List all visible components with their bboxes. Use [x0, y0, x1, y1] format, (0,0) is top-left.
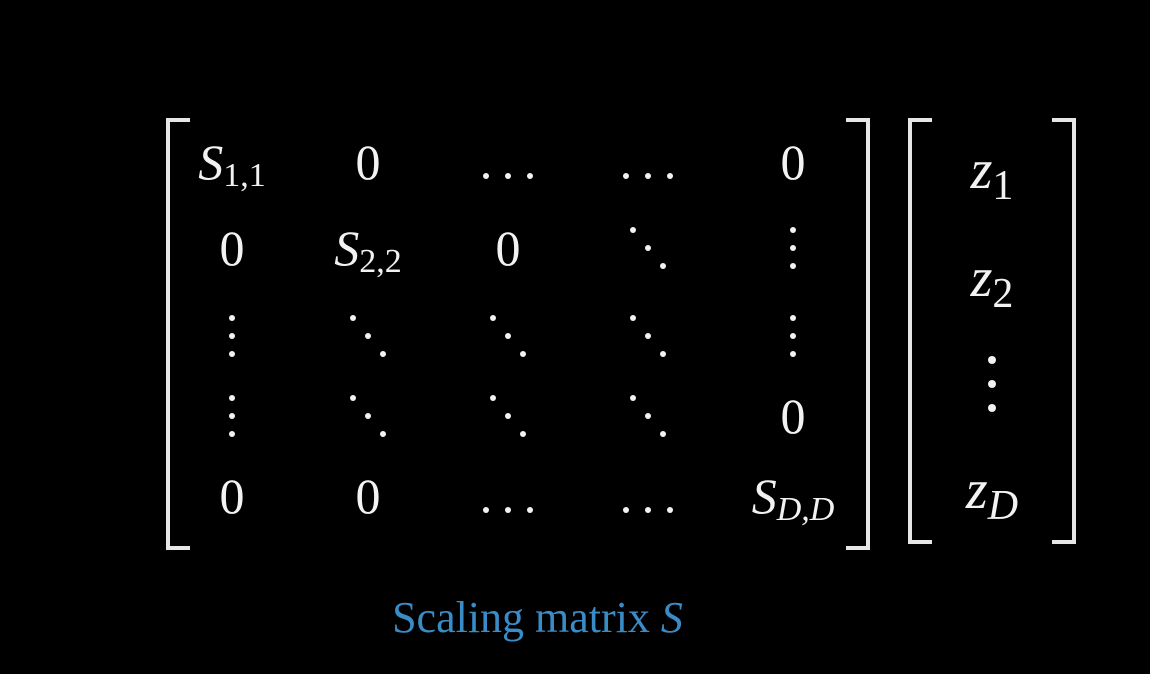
matrix-cell-r4-c2 [303, 381, 433, 451]
matrix-cell-r1-c2: 0 [303, 127, 433, 197]
entry-subscript: 1 [992, 163, 1014, 209]
diagonal-ellipsis [490, 315, 526, 357]
matrix-cell-r2-c2: S 2,2 [303, 213, 433, 283]
matrix-cell-r3-c1 [167, 301, 297, 371]
matrix-cell-r4-c4 [583, 381, 713, 451]
caption: Scaling matrix S [0, 592, 1075, 643]
diagonal-ellipsis [490, 395, 526, 437]
matrix-cell-r1-c5: 0 [728, 127, 858, 197]
vector-right-bracket [1052, 118, 1076, 544]
horizontal-ellipsis [483, 507, 533, 513]
matrix-cell-r2-c3: 0 [443, 213, 573, 283]
zero-entry: 0 [219, 468, 245, 524]
entry-subscript: 2,2 [359, 243, 402, 280]
diagonal-ellipsis [630, 315, 666, 357]
entry-symbol: S [198, 134, 224, 190]
zero-entry: 0 [780, 388, 806, 444]
matrix-cell-r4-c1 [167, 381, 297, 451]
entry-symbol: S [751, 468, 777, 524]
matrix-left-bracket [166, 118, 190, 550]
vertical-ellipsis [229, 395, 235, 437]
zero-entry: 0 [780, 134, 806, 190]
matrix-right-bracket [846, 118, 870, 550]
horizontal-ellipsis [623, 507, 673, 513]
vertical-ellipsis [988, 356, 996, 412]
diagonal-ellipsis [630, 227, 666, 269]
zero-entry: 0 [219, 220, 245, 276]
entry-symbol: z [970, 247, 993, 309]
zero-entry: 0 [495, 220, 521, 276]
caption-symbol: S [660, 593, 683, 642]
matrix-cell-r2-c4 [583, 213, 713, 283]
zero-entry: 0 [355, 468, 381, 524]
matrix-cell-r1-c3 [443, 127, 573, 197]
vertical-ellipsis [229, 315, 235, 357]
entry-subscript: 1,1 [223, 157, 266, 194]
entry-subscript: D [987, 483, 1019, 529]
matrix-cell-r3-c2 [303, 301, 433, 371]
matrix-cell-r3-c3 [443, 301, 573, 371]
vertical-ellipsis [790, 315, 796, 357]
horizontal-ellipsis [483, 173, 533, 179]
matrix-cell-r5-c4 [583, 461, 713, 531]
vector-cell-3 [922, 344, 1062, 424]
matrix-cell-r5-c2: 0 [303, 461, 433, 531]
caption-text: Scaling matrix [392, 593, 661, 642]
matrix-cell-r2-c5 [728, 213, 858, 283]
diagonal-ellipsis [630, 395, 666, 437]
matrix-cell-r3-c5 [728, 301, 858, 371]
entry-subscript: D,D [776, 491, 835, 528]
matrix-cell-r3-c4 [583, 301, 713, 371]
matrix-cell-r1-c4 [583, 127, 713, 197]
vector-left-bracket [908, 118, 932, 544]
matrix-cell-r1-c1: S 1,1 [167, 127, 297, 197]
matrix-cell-r4-c3 [443, 381, 573, 451]
diagonal-ellipsis [350, 395, 386, 437]
matrix-cell-r4-c5: 0 [728, 381, 858, 451]
diagonal-ellipsis [350, 315, 386, 357]
entry-subscript: 2 [992, 271, 1014, 317]
matrix-cell-r2-c1: 0 [167, 213, 297, 283]
zero-entry: 0 [355, 134, 381, 190]
entry-symbol: z [965, 459, 988, 521]
entry-symbol: S [334, 220, 360, 276]
matrix-cell-r5-c3 [443, 461, 573, 531]
matrix-cell-r5-c5: S D,D [728, 461, 858, 531]
horizontal-ellipsis [623, 173, 673, 179]
vertical-ellipsis [790, 227, 796, 269]
entry-symbol: z [970, 139, 993, 201]
matrix-cell-r5-c1: 0 [167, 461, 297, 531]
